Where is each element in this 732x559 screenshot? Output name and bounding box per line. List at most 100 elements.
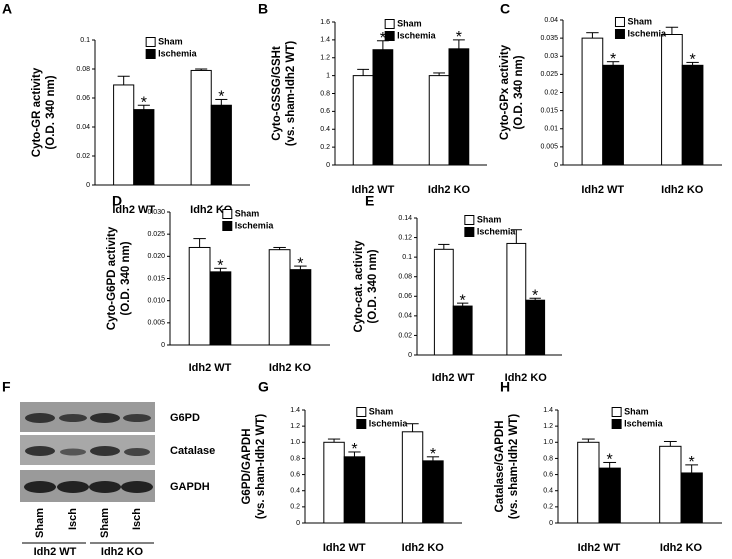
bar [133,109,155,186]
y-axis-label: (vs. sham-Idh2 WT) [508,414,520,520]
legend-swatch [464,215,475,225]
blot-row-label: GAPDH [170,481,210,493]
y-tick-label: 0.025 [540,71,558,78]
y-tick-label: 0 [326,162,330,169]
y-tick-label: 0.1 [402,254,412,261]
y-axis-label: (vs. sham-Idh2 WT) [255,414,267,520]
bar [506,242,527,356]
y-tick-label: 0.04 [398,313,412,320]
y-tick-label: 0.06 [398,293,412,300]
y-tick-label: 1.0 [290,439,300,446]
significance-mark: * [532,287,538,304]
x-tick-label: Idh2 WT [581,184,624,196]
significance-mark: * [380,30,386,47]
y-tick-label: 0.14 [398,215,412,222]
x-tick-label: Idh2 WT [432,372,475,384]
bar [680,472,703,524]
y-tick-label: 0.015 [147,275,165,282]
y-tick-label: 0.8 [320,90,330,97]
legend-swatch [614,29,625,39]
y-tick-label: 0.08 [76,66,90,73]
significance-mark: * [607,452,613,469]
y-tick-label: 0.015 [540,107,558,114]
bar [525,299,546,356]
y-tick-label: 0.03 [544,53,558,60]
panel-letter: E [365,193,374,209]
y-tick-label: 0.6 [320,108,330,115]
legend-swatch [611,419,622,429]
y-tick-label: 0.04 [544,17,558,24]
legend-label: Sham [235,208,260,218]
lane-label: Isch [131,508,143,530]
legend-label: Ischemia [158,48,198,58]
band [121,481,153,493]
x-tick-label: Idh2 WT [112,204,155,216]
y-axis-label: Cyto-G6PD activity [106,226,118,330]
significance-mark: * [217,258,223,275]
y-tick-label: 1.2 [290,423,300,430]
y-axis-label: (O.D. 340 nm) [45,75,57,149]
x-tick-label: Idh2 KO [660,542,703,554]
significance-mark: * [430,446,436,463]
x-tick-label: Idh2 KO [190,204,233,216]
bar [681,64,704,166]
y-tick-label: 0.035 [540,35,558,42]
x-tick-label: Idh2 KO [269,362,312,374]
blot-row-label: G6PD [170,412,200,424]
y-axis-label: Cyto-GSSG/GSHt [271,46,283,141]
panel-letter: G [258,379,269,395]
y-tick-label: 0.005 [540,144,558,151]
western-blot [20,402,155,544]
y-tick-label: 1.2 [320,55,330,62]
y-tick-label: 0.08 [398,274,412,281]
y-tick-label: 1.2 [543,423,553,430]
bar [401,431,424,524]
bar [372,49,394,166]
legend-label: Ischemia [477,226,517,236]
legend-label: Sham [369,406,394,416]
legend-swatch [356,419,367,429]
y-tick-label: 0.12 [398,234,412,241]
bar [577,441,600,524]
y-tick-label: 1 [326,72,330,79]
x-tick-label: Idh2 WT [189,362,232,374]
legend-label: Ischemia [369,418,409,428]
y-tick-label: 0.4 [543,488,553,495]
y-axis-label: Cyto-cat. activity [353,240,365,333]
band [24,481,56,493]
panel-letter: B [258,1,268,17]
legend-swatch [222,221,233,231]
bar [343,456,366,524]
legend-label: Ischemia [627,28,667,38]
y-tick-label: 0 [161,342,165,349]
y-tick-label: 1.4 [543,407,553,414]
band [25,446,55,456]
significance-mark: * [297,255,303,272]
panel-letter: D [112,193,122,209]
legend-label: Sham [397,18,422,28]
x-tick-label: Idh2 KO [505,372,548,384]
lane-label: Isch [67,508,79,530]
significance-mark: * [218,89,224,106]
x-tick-label: Idh2 KO [402,542,445,554]
x-tick-label: Idh2 KO [428,184,471,196]
y-tick-label: 0.04 [76,124,90,131]
y-tick-label: 0 [554,162,558,169]
significance-mark: * [351,441,357,458]
x-tick-label: Idh2 KO [661,184,704,196]
legend-label: Ischemia [397,30,437,40]
legend-label: Ischemia [235,220,275,230]
x-tick-label: Idh2 WT [352,184,395,196]
y-tick-label: 0.020 [147,253,165,260]
blot-row-label: Catalase [170,445,215,457]
panel-letter: C [500,1,510,17]
y-tick-label: 0.2 [290,504,300,511]
band [89,481,121,493]
y-tick-label: 0.005 [147,320,165,327]
y-tick-label: 0.025 [147,231,165,238]
band [124,448,150,456]
y-axis-label: (vs. sham-Idh2 WT) [285,41,297,147]
y-tick-label: 0 [86,182,90,189]
y-tick-label: 0.1 [80,37,90,44]
